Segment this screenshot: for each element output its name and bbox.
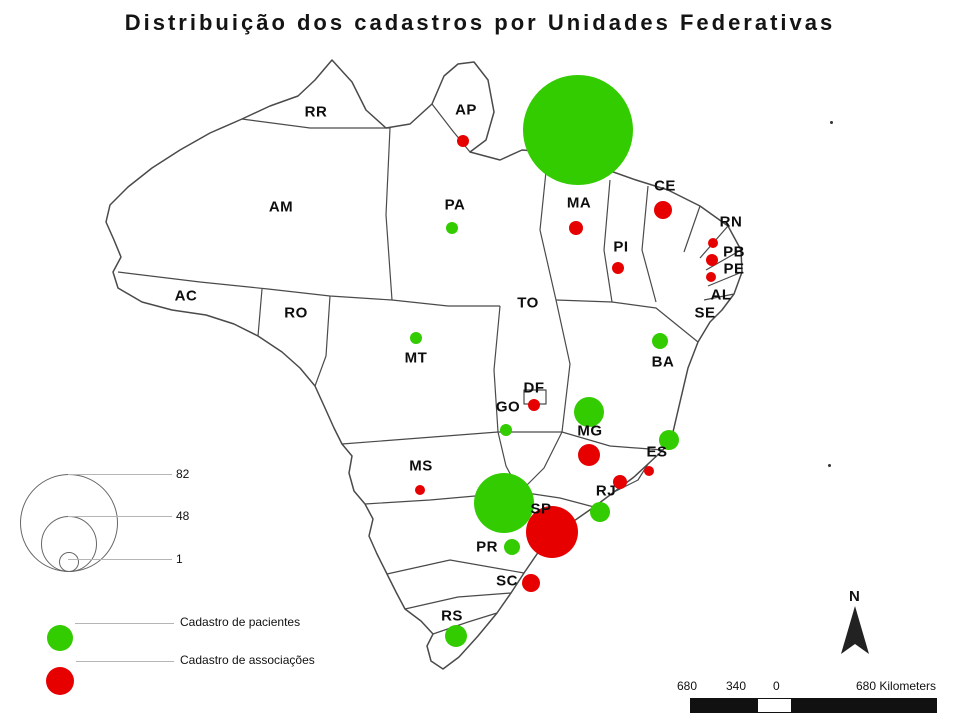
state-label-ES: ES — [646, 443, 668, 461]
map-marker-pacientes — [590, 502, 610, 522]
size-legend-value: 1 — [176, 552, 183, 566]
map-marker-pacientes — [446, 222, 458, 234]
state-label-AM: AM — [268, 198, 294, 216]
category-legend-leader-line — [75, 623, 174, 624]
brazil-outline — [105, 59, 743, 670]
state-label-MT: MT — [404, 349, 428, 367]
north-label: N — [849, 588, 860, 605]
state-label-MS: MS — [409, 457, 433, 475]
map-marker-associacoes — [613, 475, 627, 489]
category-legend-leader-line — [76, 661, 174, 662]
map-marker-associacoes — [578, 444, 600, 466]
scale-tick-680: 680 — [677, 679, 698, 693]
map-marker-pacientes — [500, 424, 512, 436]
state-borders — [117, 103, 743, 635]
size-legend-value: 48 — [176, 509, 190, 523]
map-marker-pacientes — [474, 473, 534, 533]
state-label-BA: BA — [651, 353, 675, 371]
map-marker-pacientes — [574, 397, 604, 427]
scale-tick-0: 0 — [773, 679, 780, 693]
state-label-PR: PR — [476, 538, 498, 556]
size-legend-leader-line — [68, 516, 172, 517]
map-marker-pacientes — [445, 625, 467, 647]
map-marker-associacoes — [706, 254, 718, 266]
state-label-GO: GO — [495, 398, 521, 416]
size-legend-circle — [59, 552, 79, 572]
scale-tick-340: 340 — [726, 679, 747, 693]
state-label-RJ: RJ — [595, 482, 617, 500]
map-marker-pacientes — [659, 430, 679, 450]
island-dot — [830, 121, 833, 124]
map-marker-associacoes — [706, 272, 716, 282]
map-marker-associacoes — [612, 262, 624, 274]
map-marker-associacoes — [415, 485, 425, 495]
state-label-AC: AC — [174, 287, 198, 305]
map-marker-associacoes — [526, 506, 578, 558]
state-label-RN: RN — [719, 213, 743, 231]
state-label-RR: RR — [304, 103, 328, 121]
map-marker-associacoes — [457, 135, 469, 147]
map-marker-associacoes — [522, 574, 540, 592]
map-marker-associacoes — [654, 201, 672, 219]
state-label-TO: TO — [517, 294, 539, 312]
scale-bar-segment — [691, 699, 758, 712]
state-label-RS: RS — [441, 607, 463, 625]
state-label-AP: AP — [455, 101, 477, 119]
scale-bar — [690, 698, 937, 713]
state-label-DF: DF — [523, 379, 545, 397]
state-label-PE: PE — [723, 260, 745, 278]
size-legend-leader-line — [68, 474, 172, 475]
scale-bar-segment — [791, 699, 936, 712]
map-marker-associacoes — [569, 221, 583, 235]
state-label-AL: AL — [710, 286, 732, 304]
associacoes-legend-dot — [46, 667, 74, 695]
state-label-PI: PI — [613, 238, 629, 256]
state-label-RO: RO — [284, 304, 308, 322]
state-label-SP: SP — [530, 500, 552, 518]
map-marker-associacoes — [708, 238, 718, 248]
pacientes-legend-label: Cadastro de pacientes — [180, 615, 301, 629]
map-marker-associacoes — [644, 466, 654, 476]
size-legend-value: 82 — [176, 467, 190, 481]
island-dot — [828, 464, 831, 467]
state-label-CE: CE — [654, 177, 676, 195]
associacoes-legend-label: Cadastro de associações — [180, 653, 315, 667]
state-label-PB: PB — [723, 243, 745, 261]
map-marker-pacientes — [523, 75, 633, 185]
size-legend-leader-line — [68, 559, 172, 560]
state-label-SE: SE — [694, 304, 716, 322]
map-marker-pacientes — [410, 332, 422, 344]
state-label-MG: MG — [577, 422, 603, 440]
map-marker-pacientes — [504, 539, 520, 555]
state-label-SC: SC — [496, 572, 518, 590]
pacientes-legend-dot — [47, 625, 73, 651]
page-title: Distribuição dos cadastros por Unidades … — [124, 10, 836, 35]
state-label-PA: PA — [444, 196, 466, 214]
map-marker-associacoes — [528, 399, 540, 411]
scale-end-label: 680 Kilometers — [856, 679, 937, 693]
state-label-MA: MA — [566, 194, 592, 212]
map-marker-pacientes — [652, 333, 668, 349]
